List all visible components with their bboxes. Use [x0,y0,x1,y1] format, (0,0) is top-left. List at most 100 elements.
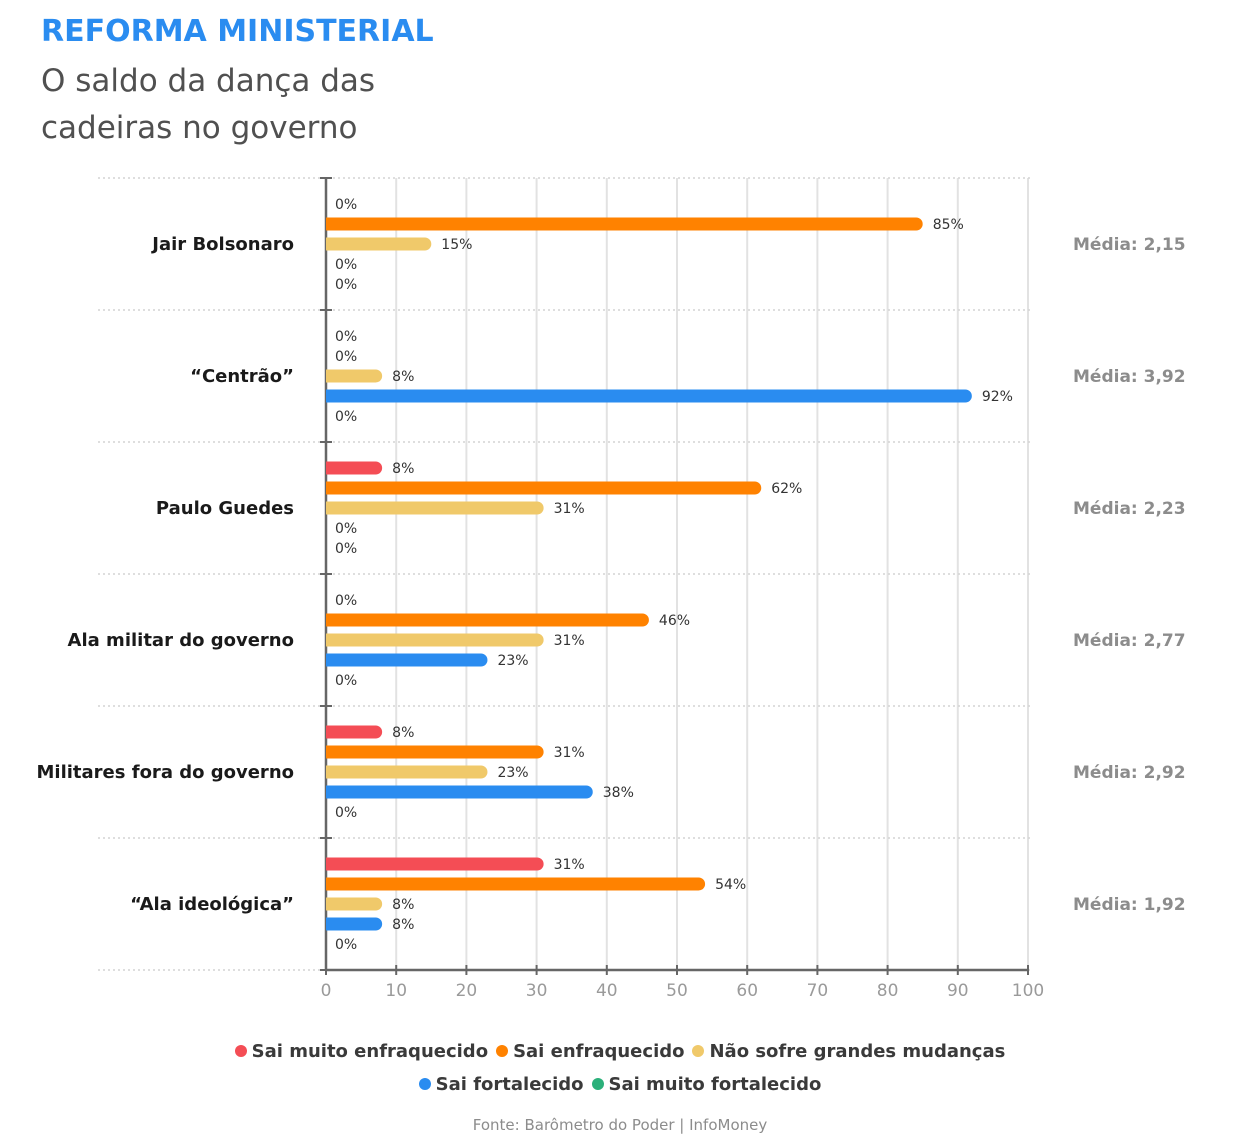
average-annotation: Média: 3,92 [1073,367,1186,387]
bar [326,237,432,251]
data-label: 0% [335,805,357,821]
data-label: 0% [335,593,357,609]
data-label: 0% [335,257,357,273]
chart-title: REFORMA MINISTERIAL [41,14,434,49]
legend-dot-icon [496,1045,509,1057]
bar-cap [326,633,333,647]
bar [326,745,544,759]
data-label: 85% [933,217,964,233]
bar [326,785,593,799]
data-label: 8% [392,725,414,741]
x-tick-label: 60 [736,981,758,1001]
data-label: 8% [392,461,414,477]
legend-dot-icon [418,1078,431,1090]
bar-cap [326,917,333,931]
bar [326,725,383,739]
bar [326,217,923,231]
data-label: 0% [335,277,357,293]
bar-cap [326,765,333,779]
data-label: 8% [392,917,414,933]
bar [326,765,488,779]
legend: Sai fortalecido Sai muito fortalecido [0,1074,1240,1095]
chart-subtitle: O saldo da dança das cadeiras no governo [41,63,376,146]
x-tick-label: 50 [666,981,688,1001]
data-label: 23% [497,765,528,781]
legend-label: Sai muito enfraquecido [251,1041,489,1062]
source-note: Fonte: Barômetro do Poder | InfoMoney [472,1116,768,1134]
data-label: 0% [335,329,357,345]
x-tick-label: 0 [321,981,332,1001]
data-label: 0% [335,197,357,213]
average-annotation: Média: 2,15 [1073,235,1186,255]
data-label: 0% [335,541,357,557]
average-annotation: Média: 2,77 [1073,631,1186,651]
data-label: 0% [335,349,357,365]
x-tick-label: 40 [596,981,618,1001]
data-label: 23% [497,653,528,669]
category-label: Jair Bolsonaro [150,234,294,255]
bar [326,857,544,871]
bar [326,917,383,931]
legend-label: Não sofre grandes mudanças [709,1041,1006,1062]
x-tick-label: 10 [385,981,407,1001]
bar-cap [326,217,333,231]
data-label: 31% [554,633,585,649]
category-label: Militares fora do governo [37,762,295,783]
legend: Sai muito enfraquecido Sai enfraquecido Nã… [0,1041,1240,1062]
x-tick-label: 30 [526,981,548,1001]
data-label: 0% [335,673,357,689]
bar-cap [326,745,333,759]
category-label: Ala militar do governo [68,630,294,651]
data-label: 92% [982,389,1013,405]
bar-cap [326,237,333,251]
legend-label: Sai muito fortalecido [608,1074,822,1095]
data-label: 0% [335,937,357,953]
bar-cap [326,481,333,495]
data-label: 0% [335,521,357,537]
data-label: 8% [392,897,414,913]
bar-chart: 0 10 20 30 40 50 60 70 80 90 100 Jair Bolsonaro Méd… [37,177,1186,1001]
average-annotation: Média: 2,92 [1073,763,1186,783]
bar [326,481,762,495]
x-tick-label: 100 [1012,981,1044,1001]
bar [326,877,706,891]
bar [326,613,649,627]
x-tick-label: 80 [877,981,899,1001]
bar-cap [326,613,333,627]
data-label: 38% [603,785,634,801]
average-annotation: Média: 2,23 [1073,499,1186,519]
data-label: 15% [441,237,472,253]
bar-cap [326,369,333,383]
bar-cap [326,877,333,891]
data-label: 31% [554,745,585,761]
bar [326,369,383,383]
legend-label: Sai fortalecido [435,1074,584,1095]
data-label: 0% [335,409,357,425]
bar-cap [326,461,333,475]
legend-dot-icon [591,1078,604,1090]
data-label: 8% [392,369,414,385]
legend-item: Sai muito enfraquecido [234,1041,489,1062]
legend-dot-icon [692,1045,705,1057]
bar-cap [326,389,333,403]
legend-item: Sai fortalecido [418,1074,584,1095]
x-tick-label: 70 [807,981,829,1001]
bar-cap [326,897,333,911]
legend-item: Sai enfraquecido [496,1041,684,1062]
bar [326,389,972,403]
data-label: 31% [554,501,585,517]
bar [326,653,488,667]
bar [326,897,383,911]
data-label: 31% [554,857,585,873]
x-tick-label: 90 [947,981,969,1001]
bar-cap [326,653,333,667]
bar [326,461,383,475]
x-tick-label: 20 [456,981,478,1001]
legend-item: Não sofre grandes mudanças [692,1041,1005,1062]
legend-item: Sai muito fortalecido [591,1074,822,1095]
legend-label: Sai enfraquecido [513,1041,685,1062]
bar-cap [326,857,333,871]
average-annotation: Média: 1,92 [1073,895,1186,915]
category-label: “Centrão” [190,366,294,387]
category-label: “Ala ideológica” [130,894,294,915]
